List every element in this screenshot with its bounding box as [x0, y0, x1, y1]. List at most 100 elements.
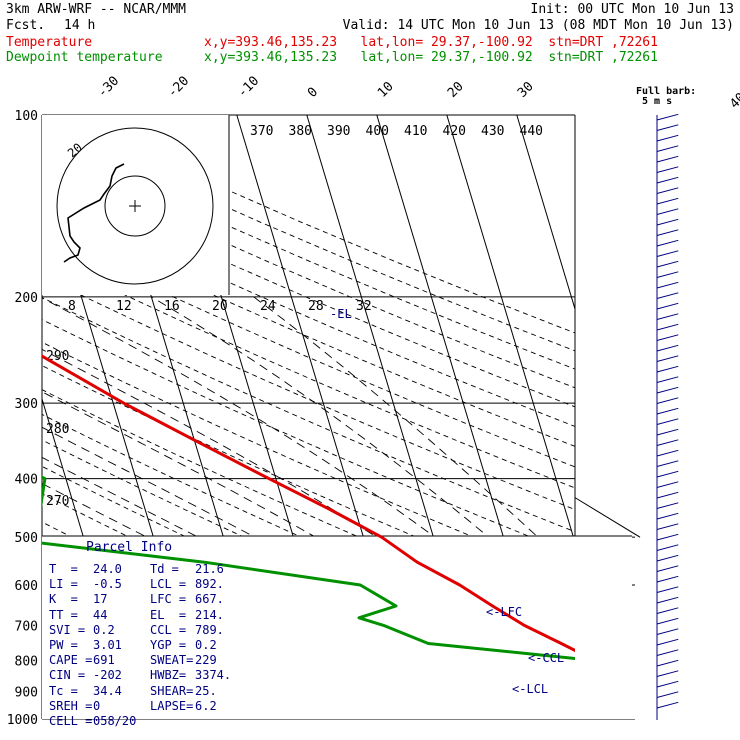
wind-units-label: Full barb:: [636, 86, 696, 97]
wind-barb: [656, 491, 679, 499]
wind-barb: [656, 166, 679, 173]
isotherm-line: [446, 115, 575, 545]
parcel-l1-cell: CAPE =: [49, 653, 93, 668]
wind-barb: [656, 523, 679, 530]
hodograph-speed-label: 16: [164, 299, 180, 314]
wind-barb: [656, 533, 679, 541]
parcel-v1-cell: 44: [93, 607, 108, 622]
parcel-l1-cell: SREH =: [49, 698, 93, 713]
temperature-series-line: [42, 354, 575, 653]
isotherm-line: [657, 115, 740, 719]
parcel-v1-cell: 24.0: [93, 562, 122, 576]
temperature-location: x,y=393.46,135.23 lat,lon= 29.37,-100.92…: [204, 35, 658, 50]
forecast-hour: 14 h: [64, 18, 96, 33]
parcel-v2-cell: 789.: [195, 622, 224, 637]
theta-label: 390: [327, 124, 350, 139]
wind-barb: [656, 365, 679, 373]
theta-label: 380: [289, 124, 312, 139]
parcel-v2-cell: 3374.: [195, 668, 232, 683]
parcel-v1-cell: 058/20: [93, 714, 137, 728]
pressure-tick-label: 700: [15, 619, 38, 634]
dry-adiabat-line: [42, 139, 575, 370]
parcel-l1-cell: K =: [49, 592, 78, 607]
wind-barb: [656, 439, 679, 446]
wind-barb: [656, 670, 679, 677]
forecast-label: Fcst.: [6, 18, 46, 33]
wind-barb: [656, 239, 679, 247]
wind-barb: [656, 586, 679, 593]
wind-barb: [656, 512, 679, 520]
temperature-tick-label: 20: [445, 79, 467, 101]
temperature-tick-label: 40: [727, 90, 740, 112]
parcel-v2-cell: 21.6: [195, 562, 224, 576]
wind-barb: [656, 680, 679, 688]
dry-adiabat-line: [42, 157, 575, 389]
wind-barb: [656, 649, 679, 656]
parcel-info-title: Parcel Info: [86, 540, 173, 555]
temperature-legend: Temperature: [6, 35, 93, 50]
temperature-tick-label: -20: [165, 74, 192, 101]
dewpoint-legend: Dewpoint temperature: [6, 50, 163, 65]
wind-barb: [656, 134, 679, 142]
wind-barb: [656, 344, 679, 352]
temperature-tick-label: -10: [235, 74, 262, 101]
wind-barb: [656, 659, 679, 667]
theta-label: 430: [481, 124, 504, 139]
parcel-v1-cell: 0.2: [93, 622, 115, 637]
parcel-l2-cell: Td =: [150, 562, 179, 576]
pressure-tick-label: 600: [15, 579, 38, 594]
wind-barb: [656, 124, 679, 131]
wind-barb: [656, 323, 679, 331]
wind-barb: [656, 271, 679, 278]
parcel-l2-cell: HWBZ=: [150, 668, 187, 683]
dewpoint-location: x,y=393.46,135.23 lat,lon= 29.37,-100.92…: [204, 50, 658, 65]
theta-label: 420: [443, 124, 466, 139]
hodograph-speed-label: 24: [260, 299, 276, 314]
theta-label: 410: [404, 124, 427, 139]
parcel-v2-cell: 25.: [195, 683, 217, 698]
wind-barb: [656, 187, 679, 194]
wind-barb: [656, 218, 679, 226]
pressure-tick-label: 400: [15, 473, 38, 488]
wind-barb: [656, 250, 679, 257]
parcel-v2-cell: 667.: [195, 592, 224, 607]
parcel-l1-cell: PW =: [49, 638, 78, 652]
parcel-l2-cell: LAPSE=: [150, 698, 194, 713]
wind-barb: [656, 197, 679, 205]
hodograph-speed-label: 32: [356, 299, 372, 314]
hodograph-outer-ring: [56, 127, 214, 285]
wind-barb: [656, 386, 679, 394]
parcel-l1-cell: CELL =: [49, 714, 93, 728]
lcl-marker: <-LCL: [512, 682, 548, 696]
temperature-tick-label: 30: [515, 79, 537, 101]
pressure-tick-label: 900: [15, 685, 38, 700]
parcel-l2-cell: LCL =: [150, 577, 187, 592]
parcel-l1-cell: SVI =: [49, 622, 86, 637]
wind-barb: [656, 565, 679, 572]
dry-adiabat-line: [42, 194, 575, 427]
temperature-tick-label: 0: [305, 85, 321, 101]
wind-barb: [656, 449, 679, 457]
hodograph-inner-ring: [104, 175, 166, 237]
wind-barb: [656, 155, 679, 163]
valid-time: Valid: 14 UTC Mon 10 Jun 13 (08 MDT Mon …: [342, 18, 734, 33]
hodograph-trace: [63, 163, 125, 263]
wind-barb: [656, 145, 679, 152]
parcel-l2-cell: YGP =: [150, 638, 187, 652]
wind-barb: [656, 281, 679, 289]
parcel-l2-cell: SWEAT=: [150, 653, 194, 668]
wind-barb: [656, 701, 679, 709]
wind-barb: [656, 292, 679, 299]
wind-barb: [656, 481, 679, 488]
height-label: 270: [46, 494, 69, 509]
wind-barb: [656, 113, 679, 121]
parcel-l1-cell: T =: [49, 562, 78, 576]
pressure-tick-label: 1000: [7, 713, 38, 728]
wind-barb: [656, 334, 679, 341]
pressure-tick-label: 300: [15, 397, 38, 412]
parcel-v1-cell: 34.4: [93, 683, 122, 698]
init-time: Init: 00 UTC Mon 10 Jun 13: [530, 2, 735, 17]
lfc-marker: <-LFC: [486, 605, 522, 619]
parcel-l2-cell: CCL =: [150, 622, 187, 637]
wind-barb: [656, 617, 679, 625]
